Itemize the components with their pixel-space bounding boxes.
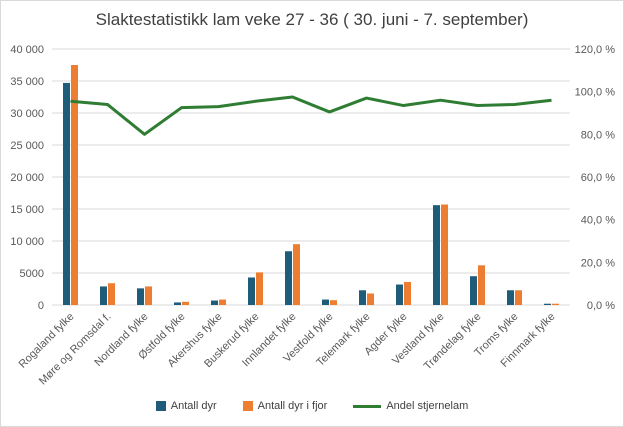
bar-antall-dyr-innlandet-fylke — [285, 251, 292, 305]
x-tick-label: Møre og Romsdal f. — [37, 311, 114, 388]
y-tick-label: 25 000 — [10, 140, 44, 152]
y2-tick-label: 0,0 % — [587, 300, 615, 312]
bar-antall-dyr-telemark-fylke — [359, 290, 366, 305]
bar-antall-dyr-i-fjor-trondelag-fylke — [478, 265, 485, 305]
chart-legend: Antall dyr Antall dyr i fjor Andel stjer… — [0, 400, 624, 412]
bar-antall-dyr-i-fjor-vestfold-fylke — [330, 300, 337, 305]
y2-tick-label: 20,0 % — [581, 257, 615, 269]
y2-tick-label: 40,0 % — [581, 215, 615, 227]
legend-label-andel-stjernelam: Andel stjernelam — [386, 400, 469, 412]
bar-antall-dyr-troms-fylke — [507, 290, 514, 305]
bar-antall-dyr-ostfold-fylke — [174, 302, 181, 305]
y-tick-label: 5000 — [20, 268, 44, 280]
y-tick-label: 40 000 — [10, 44, 44, 56]
legend-swatch-andel-stjernelam — [353, 404, 382, 408]
y2-tick-label: 60,0 % — [581, 172, 615, 184]
legend-swatch-antall-dyr — [155, 401, 166, 411]
bar-antall-dyr-i-fjor-telemark-fylke — [367, 293, 374, 305]
bar-antall-dyr-finnmark-fylke — [544, 303, 551, 305]
bar-antall-dyr-more-og-romsdal-f — [100, 286, 107, 305]
bar-antall-dyr-rogaland-fylke — [63, 82, 70, 305]
bar-antall-dyr-i-fjor-rogaland-fylke — [71, 65, 78, 305]
y-tick-label: 15 000 — [10, 204, 44, 216]
bar-antall-dyr-i-fjor-nordland-fylke — [145, 286, 152, 305]
bar-antall-dyr-i-fjor-innlandet-fylke — [293, 244, 300, 305]
chart-title: Slaktestatistikk lam veke 27 - 36 ( 30. … — [95, 10, 529, 29]
bar-antall-dyr-i-fjor-ostfold-fylke — [182, 301, 189, 305]
bar-antall-dyr-vestfold-fylke — [322, 299, 329, 305]
bar-antall-dyr-vestland-fylke — [433, 205, 440, 305]
bar-antall-dyr-i-fjor-finnmark-fylke — [552, 303, 559, 305]
legend-item-andel-stjernelam: Andel stjernelam — [353, 400, 468, 412]
bar-antall-dyr-i-fjor-vestland-fylke — [441, 204, 448, 305]
y2-tick-label: 100,0 % — [575, 87, 616, 99]
y2-tick-label: 120,0 % — [575, 44, 616, 56]
bar-antall-dyr-i-fjor-buskerud-fylke — [256, 272, 263, 305]
bar-antall-dyr-trondelag-fylke — [470, 276, 477, 305]
legend-item-antall-dyr: Antall dyr — [155, 400, 217, 412]
y2-tick-label: 80,0 % — [581, 129, 615, 141]
legend-label-antall-dyr-i-fjor: Antall dyr i fjor — [257, 400, 328, 412]
bar-antall-dyr-i-fjor-agder-fylke — [404, 281, 411, 305]
y-tick-label: 30 000 — [10, 108, 44, 120]
bar-antall-dyr-i-fjor-troms-fylke — [515, 290, 522, 305]
legend-item-antall-dyr-i-fjor: Antall dyr i fjor — [242, 400, 328, 412]
bar-antall-dyr-buskerud-fylke — [248, 277, 255, 305]
bar-antall-dyr-agder-fylke — [396, 284, 403, 305]
y-tick-label: 10 000 — [10, 236, 44, 248]
y-tick-label: 35 000 — [10, 76, 44, 88]
bar-antall-dyr-i-fjor-more-og-romsdal-f — [108, 283, 115, 305]
bar-antall-dyr-akershus-fylke — [211, 300, 218, 305]
line-andel-stjernelam — [70, 95, 552, 136]
bar-antall-dyr-nordland-fylke — [137, 288, 144, 305]
legend-label-antall-dyr: Antall dyr — [170, 400, 217, 412]
y-tick-label: 20 000 — [10, 172, 44, 184]
y-tick-label: 0 — [38, 300, 44, 312]
bar-antall-dyr-i-fjor-akershus-fylke — [219, 299, 226, 305]
legend-swatch-antall-dyr-i-fjor — [242, 401, 253, 411]
